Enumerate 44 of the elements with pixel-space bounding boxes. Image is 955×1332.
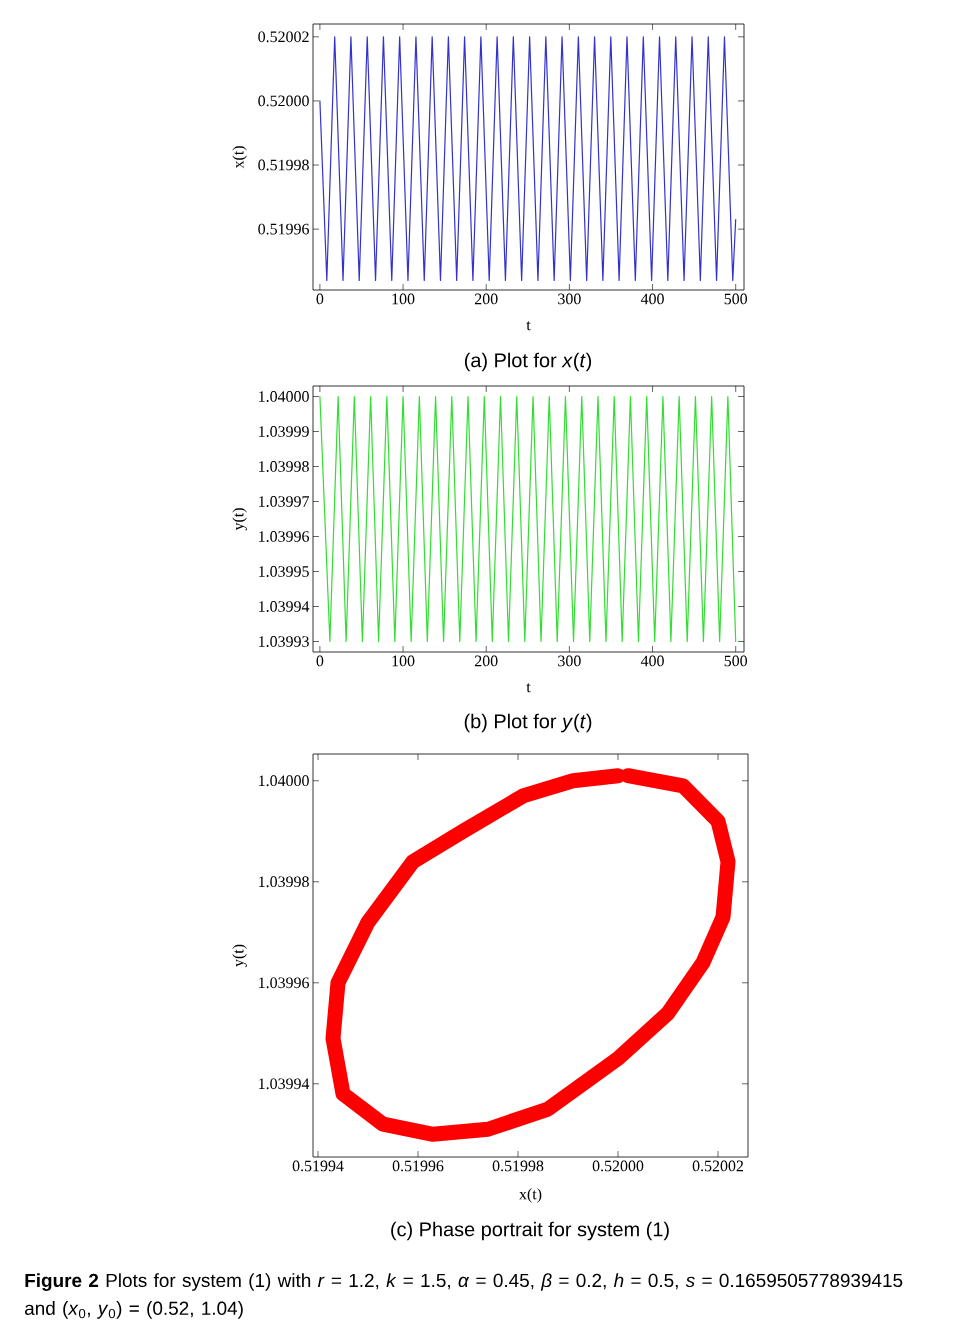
y-tick-label: 1.04000 xyxy=(259,391,309,402)
x-tick-label: 400 xyxy=(640,655,664,667)
x-tick-label: 0.52000 xyxy=(592,1160,644,1172)
y-axis-title: y(t) xyxy=(232,944,247,967)
x-tick-label: 400 xyxy=(640,293,664,305)
text: Figure 2 Plots for system (1) with r = 1.2, k = 1.5, α = 0.45, β = 0.2, h = 0.5, s = 0.1659505778939415 and (x$_{0}$, y$_{0}$) = (0.52, 1.04) xyxy=(25,1273,903,1319)
x-tick-label: 100 xyxy=(392,655,415,667)
text: (b) Plot for y(t) xyxy=(464,713,592,733)
y-tick-label: 0.52000 xyxy=(258,95,309,107)
x-tick-label: 0 xyxy=(316,293,324,305)
x-tick-label: 0.51996 xyxy=(392,1160,444,1172)
y-tick-label: 0.52002 xyxy=(258,31,309,43)
y-tick-label: 1.03995 xyxy=(259,566,309,577)
line-series xyxy=(319,36,737,281)
y-tick-label: 1.03996 xyxy=(259,531,310,542)
y-tick-label: 1.03999 xyxy=(259,426,309,437)
y-tick-label: 0.51996 xyxy=(258,223,310,235)
x-tick-label: 200 xyxy=(474,293,498,305)
x-tick-label: 100 xyxy=(392,293,415,305)
x-axis-title: x(t) xyxy=(519,1188,542,1203)
text: (c) Phase portrait for system (1) xyxy=(391,1221,669,1241)
y-axis-title: y(t) xyxy=(232,508,247,531)
y-tick-label: 1.03994 xyxy=(259,1078,310,1090)
y-tick-label: 1.03996 xyxy=(259,977,310,989)
x-tick-label: 0.51994 xyxy=(292,1160,344,1172)
y-tick-label: 1.03994 xyxy=(259,601,310,612)
x-axis-title: t xyxy=(526,683,531,693)
y-tick-label: 1.03997 xyxy=(259,496,310,507)
x-tick-label: 0.52002 xyxy=(692,1160,744,1172)
x-tick-label: 200 xyxy=(474,655,498,667)
x-tick-label: 500 xyxy=(724,655,748,667)
x-tick-label: 0.51998 xyxy=(492,1160,544,1172)
y-tick-label: 1.03993 xyxy=(259,636,309,647)
text: (a) Plot for x(t) xyxy=(464,352,592,372)
y-axis-title: x(t) xyxy=(232,146,247,169)
x-tick-label: 300 xyxy=(558,293,581,305)
y-tick-label: 0.51998 xyxy=(258,159,309,171)
y-tick-label: 1.03998 xyxy=(259,461,309,472)
x-tick-label: 300 xyxy=(558,655,581,667)
x-axis-title: t xyxy=(526,321,531,331)
y-tick-label: 1.03998 xyxy=(259,876,309,888)
x-tick-label: 0 xyxy=(316,655,324,667)
x-tick-label: 500 xyxy=(724,293,748,305)
y-tick-label: 1.04000 xyxy=(259,775,309,787)
